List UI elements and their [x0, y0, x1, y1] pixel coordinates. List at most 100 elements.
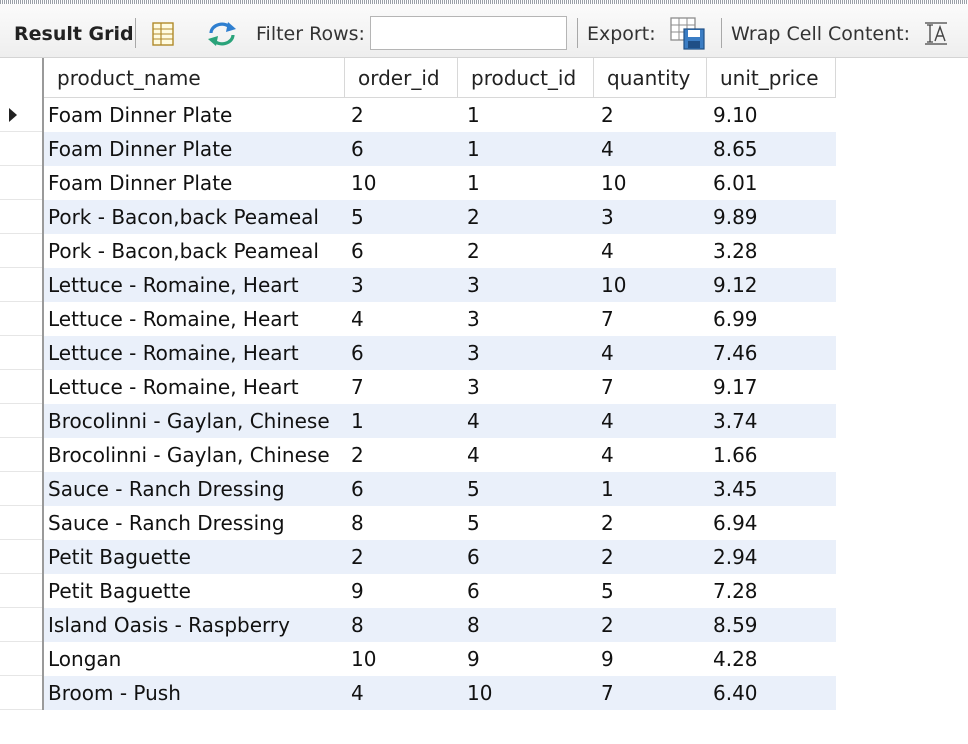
cell-product-name[interactable]: Petit Baguette — [44, 540, 345, 574]
cell-product-id[interactable]: 2 — [458, 234, 594, 268]
cell-quantity[interactable]: 2 — [594, 98, 707, 132]
table-row[interactable]: Longan 10 9 9 4.28 — [0, 642, 836, 676]
cell-product-name[interactable]: Sauce - Ranch Dressing — [44, 506, 345, 540]
row-selector[interactable] — [0, 676, 42, 710]
cell-unit-price[interactable]: 7.46 — [707, 336, 836, 370]
cell-unit-price[interactable]: 4.28 — [707, 642, 836, 676]
table-row[interactable]: Pork - Bacon,back Peameal 6 2 4 3.28 — [0, 234, 836, 268]
cell-unit-price[interactable]: 9.89 — [707, 200, 836, 234]
cell-product-id[interactable]: 9 — [458, 642, 594, 676]
table-row[interactable]: Sauce - Ranch Dressing 8 5 2 6.94 — [0, 506, 836, 540]
cell-quantity[interactable]: 2 — [594, 506, 707, 540]
cell-product-name[interactable]: Lettuce - Romaine, Heart — [44, 370, 345, 404]
table-row[interactable]: Foam Dinner Plate 10 1 10 6.01 — [0, 166, 836, 200]
cell-product-name[interactable]: Lettuce - Romaine, Heart — [44, 302, 345, 336]
cell-quantity[interactable]: 3 — [594, 200, 707, 234]
cell-unit-price[interactable]: 7.28 — [707, 574, 836, 608]
form-editor-icon[interactable] — [150, 21, 176, 51]
cell-quantity[interactable]: 4 — [594, 438, 707, 472]
cell-unit-price[interactable]: 6.01 — [707, 166, 836, 200]
column-header-quantity[interactable]: quantity — [594, 58, 707, 98]
cell-order-id[interactable]: 3 — [345, 268, 458, 302]
cell-order-id[interactable]: 8 — [345, 608, 458, 642]
table-row[interactable]: Foam Dinner Plate 6 1 4 8.65 — [0, 132, 836, 166]
cell-order-id[interactable]: 6 — [345, 234, 458, 268]
table-row[interactable]: Sauce - Ranch Dressing 6 5 1 3.45 — [0, 472, 836, 506]
cell-quantity[interactable]: 2 — [594, 608, 707, 642]
cell-product-name[interactable]: Longan — [44, 642, 345, 676]
row-selector[interactable] — [0, 472, 42, 506]
cell-order-id[interactable]: 1 — [345, 404, 458, 438]
cell-product-id[interactable]: 6 — [458, 540, 594, 574]
cell-product-id[interactable]: 10 — [458, 676, 594, 710]
row-selector[interactable] — [0, 234, 42, 268]
cell-product-id[interactable]: 3 — [458, 336, 594, 370]
table-row[interactable]: Brocolinni - Gaylan, Chinese 2 4 4 1.66 — [0, 438, 836, 472]
table-row[interactable]: Petit Baguette 2 6 2 2.94 — [0, 540, 836, 574]
cell-order-id[interactable]: 4 — [345, 676, 458, 710]
cell-product-id[interactable]: 3 — [458, 302, 594, 336]
cell-product-id[interactable]: 1 — [458, 132, 594, 166]
cell-quantity[interactable]: 4 — [594, 234, 707, 268]
cell-unit-price[interactable]: 3.74 — [707, 404, 836, 438]
cell-product-name[interactable]: Brocolinni - Gaylan, Chinese — [44, 404, 345, 438]
cell-unit-price[interactable]: 8.59 — [707, 608, 836, 642]
cell-product-id[interactable]: 3 — [458, 370, 594, 404]
cell-order-id[interactable]: 10 — [345, 166, 458, 200]
cell-product-name[interactable]: Brocolinni - Gaylan, Chinese — [44, 438, 345, 472]
cell-product-id[interactable]: 5 — [458, 472, 594, 506]
cell-unit-price[interactable]: 9.12 — [707, 268, 836, 302]
cell-product-id[interactable]: 8 — [458, 608, 594, 642]
column-header-product-id[interactable]: product_id — [458, 58, 594, 98]
cell-unit-price[interactable]: 6.94 — [707, 506, 836, 540]
cell-unit-price[interactable]: 3.45 — [707, 472, 836, 506]
cell-product-id[interactable]: 4 — [458, 438, 594, 472]
cell-quantity[interactable]: 4 — [594, 336, 707, 370]
filter-rows-input[interactable] — [370, 16, 567, 50]
table-row[interactable]: Broom - Push 4 10 7 6.40 — [0, 676, 836, 710]
cell-order-id[interactable]: 6 — [345, 132, 458, 166]
cell-unit-price[interactable]: 1.66 — [707, 438, 836, 472]
cell-order-id[interactable]: 6 — [345, 472, 458, 506]
cell-unit-price[interactable]: 9.17 — [707, 370, 836, 404]
cell-product-name[interactable]: Foam Dinner Plate — [44, 98, 345, 132]
column-header-unit-price[interactable]: unit_price — [707, 58, 836, 98]
row-selector[interactable] — [0, 438, 42, 472]
table-row[interactable]: Lettuce - Romaine, Heart 4 3 7 6.99 — [0, 302, 836, 336]
cell-order-id[interactable]: 5 — [345, 200, 458, 234]
cell-product-id[interactable]: 5 — [458, 506, 594, 540]
row-selector[interactable] — [0, 608, 42, 642]
export-icon[interactable] — [669, 16, 707, 56]
cell-order-id[interactable]: 2 — [345, 98, 458, 132]
cell-unit-price[interactable]: 2.94 — [707, 540, 836, 574]
cell-quantity[interactable]: 7 — [594, 676, 707, 710]
cell-order-id[interactable]: 2 — [345, 540, 458, 574]
cell-quantity[interactable]: 2 — [594, 540, 707, 574]
cell-order-id[interactable]: 4 — [345, 302, 458, 336]
cell-quantity[interactable]: 5 — [594, 574, 707, 608]
table-row[interactable]: Pork - Bacon,back Peameal 5 2 3 9.89 — [0, 200, 836, 234]
cell-quantity[interactable]: 10 — [594, 166, 707, 200]
cell-product-id[interactable]: 6 — [458, 574, 594, 608]
cell-product-name[interactable]: Pork - Bacon,back Peameal — [44, 234, 345, 268]
cell-unit-price[interactable]: 9.10 — [707, 98, 836, 132]
cell-quantity[interactable]: 4 — [594, 132, 707, 166]
cell-product-name[interactable]: Foam Dinner Plate — [44, 166, 345, 200]
cell-quantity[interactable]: 4 — [594, 404, 707, 438]
row-selector[interactable] — [0, 336, 42, 370]
current-row-indicator[interactable] — [0, 98, 42, 132]
cell-product-id[interactable]: 3 — [458, 268, 594, 302]
row-selector[interactable] — [0, 574, 42, 608]
row-selector[interactable] — [0, 268, 42, 302]
cell-product-name[interactable]: Sauce - Ranch Dressing — [44, 472, 345, 506]
column-header-product-name[interactable]: product_name — [44, 58, 345, 98]
cell-quantity[interactable]: 10 — [594, 268, 707, 302]
row-selector[interactable] — [0, 642, 42, 676]
cell-order-id[interactable]: 6 — [345, 336, 458, 370]
cell-order-id[interactable]: 7 — [345, 370, 458, 404]
row-selector[interactable] — [0, 132, 42, 166]
row-selector[interactable] — [0, 540, 42, 574]
cell-product-name[interactable]: Petit Baguette — [44, 574, 345, 608]
cell-product-id[interactable]: 2 — [458, 200, 594, 234]
cell-unit-price[interactable]: 6.99 — [707, 302, 836, 336]
